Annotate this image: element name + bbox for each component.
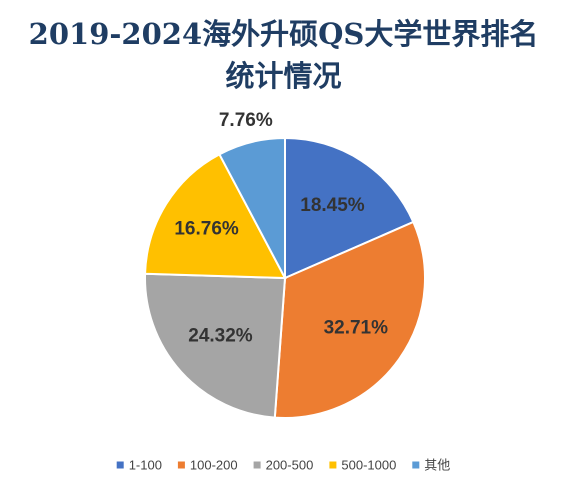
legend-marker-3 [253, 461, 261, 469]
slice-data-label-5: 7.76% [219, 110, 273, 131]
slice-data-label-1: 18.45% [300, 195, 365, 216]
pie-slices [144, 136, 426, 419]
pie-slice-4 [144, 152, 287, 280]
slice-data-label-3: 24.32% [188, 326, 253, 347]
legend-marker-2 [177, 461, 185, 469]
legend-label-4: 500-1000 [341, 458, 396, 473]
pie-slice-2 [273, 220, 426, 419]
legend-label-2: 100-200 [190, 458, 238, 473]
legend-marker-1 [116, 461, 124, 469]
pie-slice-5 [218, 136, 286, 279]
chart-title-line-1: 2019-2024海外升硕QS大学世界排名 [28, 17, 539, 51]
chart-legend: 1-100 100-200 200-500 500-1000 其他 [116, 458, 450, 473]
chart-title-line-2: 统计情况 [225, 59, 342, 93]
slice-data-label-2: 32.71% [324, 318, 389, 339]
legend-marker-5 [412, 461, 420, 469]
pie-slice-1 [284, 136, 415, 280]
legend-label-3: 200-500 [266, 458, 314, 473]
legend-label-1: 1-100 [129, 458, 162, 473]
slice-data-label-4: 16.76% [174, 219, 239, 240]
legend-label-5: 其他 [424, 458, 450, 473]
pie-slice-3 [144, 272, 287, 419]
legend-marker-4 [329, 461, 337, 469]
pie-data-labels: 18.45% 32.71% 24.32% 16.76% 7.76% [174, 110, 388, 347]
